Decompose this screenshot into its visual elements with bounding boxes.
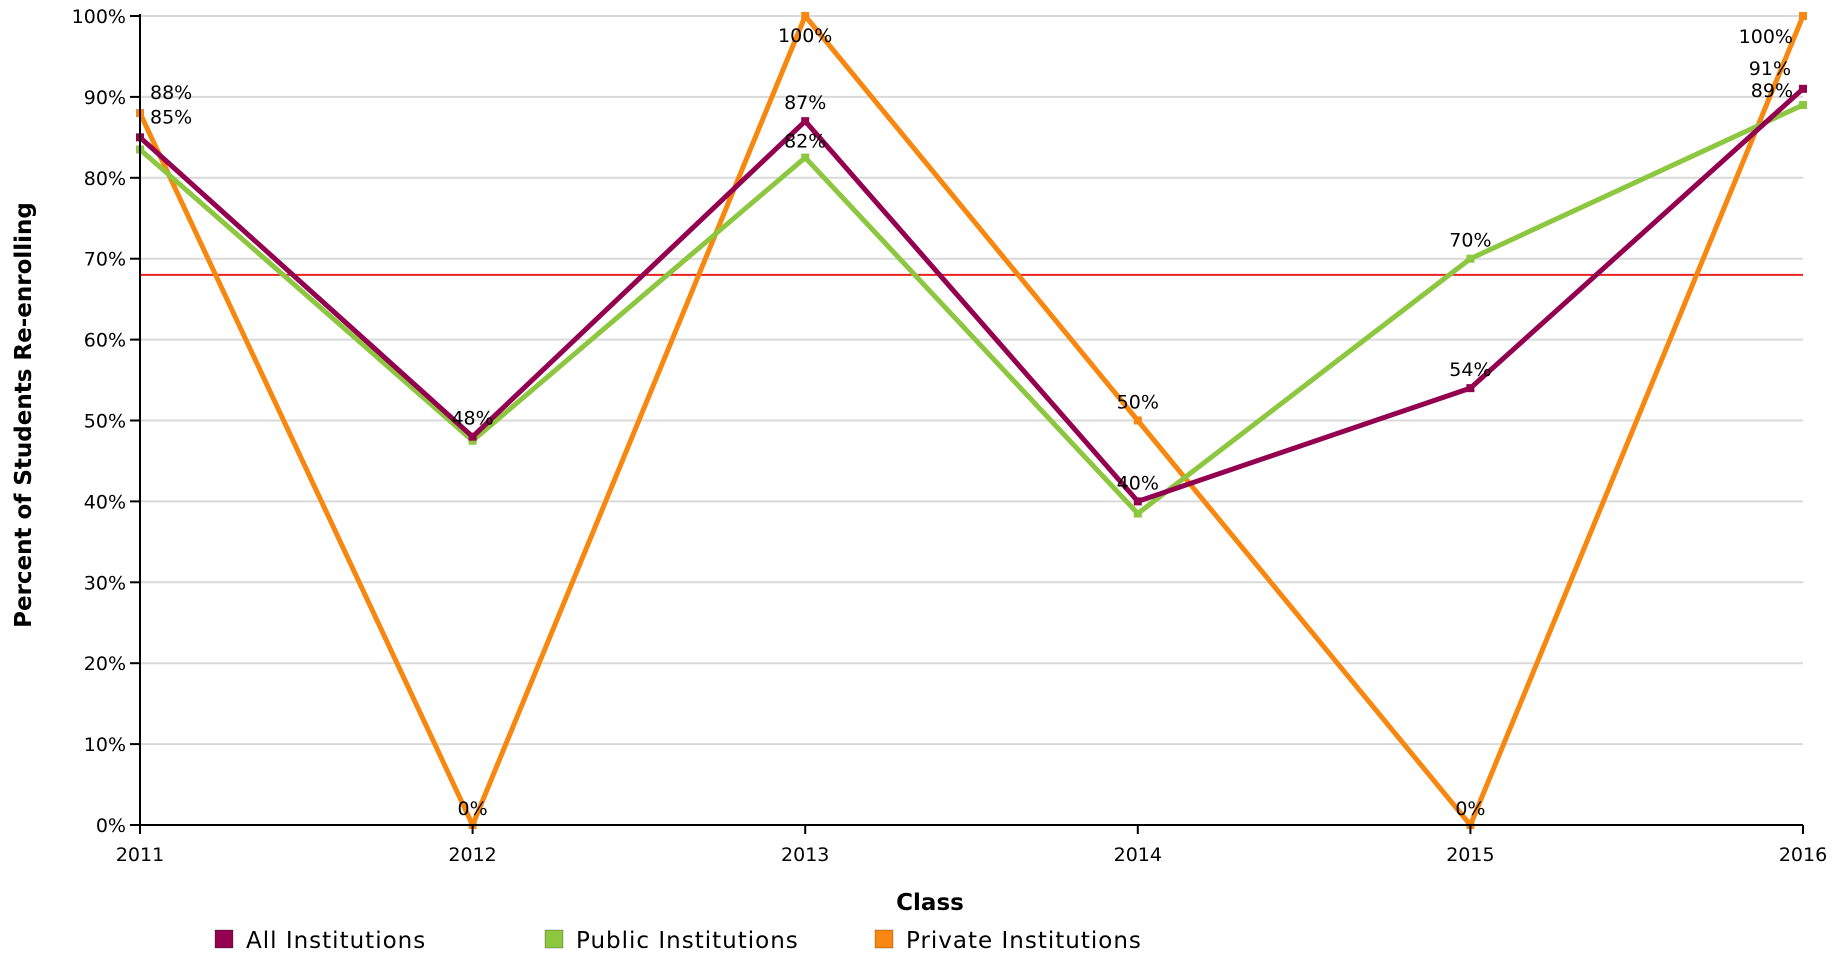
y-tick-label: 60% <box>84 330 126 352</box>
data-point <box>1799 100 1807 109</box>
legend-swatch-1 <box>544 929 564 949</box>
data-label: 48% <box>451 408 493 430</box>
data-label: 100% <box>778 25 832 47</box>
data-label: 50% <box>1117 392 1159 414</box>
data-label: 40% <box>1117 472 1159 494</box>
y-tick-label: 40% <box>84 491 126 513</box>
x-tick-label: 2013 <box>781 844 829 866</box>
legend: All Institutions Public Institutions Priva… <box>214 928 1142 954</box>
data-labels: 85% 48% 87% 40% 54% 91% 82% 70% 89% 88% 0% 100% 50% 0… <box>150 25 1793 820</box>
data-label: 100% <box>1739 26 1793 48</box>
data-label: 87% <box>784 92 826 114</box>
data-label: 70% <box>1449 230 1491 252</box>
data-point <box>468 436 477 445</box>
legend-label: Public Institutions <box>576 928 799 954</box>
y-tick-label: 80% <box>84 168 126 190</box>
data-point <box>1466 254 1475 263</box>
x-tick-label: 2016 <box>1779 844 1827 866</box>
y-tick-label: 70% <box>84 249 126 271</box>
data-label: 91% <box>1749 58 1791 80</box>
y-tick-label: 10% <box>84 734 126 756</box>
x-tick-label: 2014 <box>1114 844 1162 866</box>
y-tick-label: 0% <box>96 815 126 837</box>
data-point <box>1133 497 1142 506</box>
legend-swatch-2 <box>874 929 894 949</box>
y-tick-label: 100% <box>72 6 126 28</box>
legend-swatch-0 <box>214 929 234 949</box>
data-point <box>1466 384 1475 393</box>
data-point <box>1799 12 1807 20</box>
data-label: 89% <box>1751 80 1793 102</box>
data-point <box>801 153 810 162</box>
tick-labels: 0% 10% 20% 30% 40% 50% 60% 70% 80% 90% 100% 2011 201… <box>72 6 1828 866</box>
data-label: 85% <box>150 106 192 128</box>
y-tick-label: 50% <box>84 411 126 433</box>
x-tick-label: 2015 <box>1446 844 1494 866</box>
y-axis-title: Percent of Students Re-enrolling <box>11 202 37 628</box>
x-tick-label: 2012 <box>448 844 496 866</box>
data-point <box>1133 416 1142 425</box>
legend-label: Private Institutions <box>906 928 1142 954</box>
data-point <box>801 12 810 20</box>
gridlines <box>140 15 1803 746</box>
y-tick-label: 90% <box>84 87 126 109</box>
data-label: 88% <box>150 82 192 104</box>
series-line-2 <box>137 11 1806 832</box>
legend-label: All Institutions <box>246 928 426 954</box>
data-point <box>1799 84 1807 93</box>
series-line-0 <box>138 86 1805 505</box>
x-axis-title: Class <box>896 890 964 916</box>
y-tick-label: 30% <box>84 572 126 594</box>
y-tick-label: 20% <box>84 653 126 675</box>
data-point <box>468 432 477 441</box>
axes <box>130 14 1804 834</box>
data-label: 54% <box>1449 359 1491 381</box>
x-tick-label: 2011 <box>116 844 164 866</box>
data-point <box>801 117 810 126</box>
data-label: 0% <box>1455 798 1485 820</box>
data-label: 82% <box>784 131 826 153</box>
data-point <box>1133 509 1142 518</box>
data-label: 0% <box>458 798 488 820</box>
series-line-1 <box>138 102 1805 517</box>
